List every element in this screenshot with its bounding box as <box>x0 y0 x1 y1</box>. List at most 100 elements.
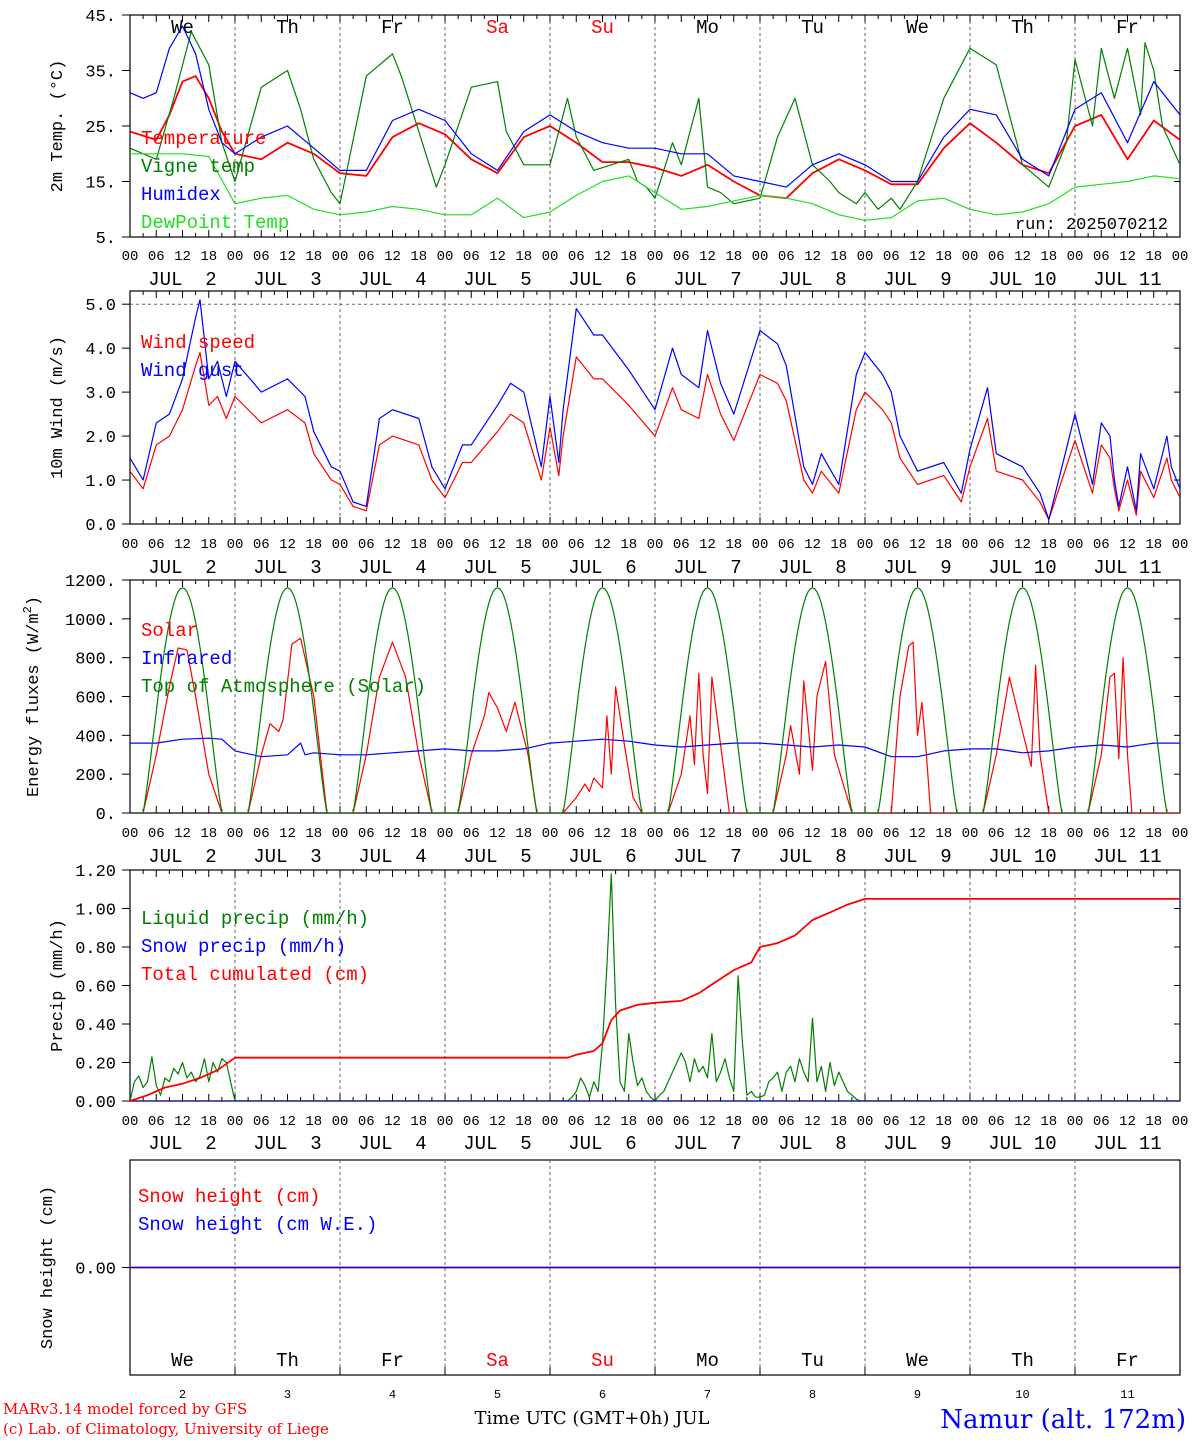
run-label: run: 2025070212 <box>1015 216 1168 235</box>
hour-tick-label: 18 <box>410 249 427 265</box>
weekday-label: Mo <box>696 1350 719 1372</box>
hour-tick-label: 12 <box>804 537 821 553</box>
hour-tick-label: 00 <box>542 826 559 842</box>
hour-tick-label: 00 <box>1067 826 1084 842</box>
hour-tick-label: 12 <box>699 1114 716 1130</box>
hour-tick-label: 06 <box>673 249 690 265</box>
y-tick-label: 1.00 <box>75 902 116 921</box>
day-number-label: 11 <box>1120 1388 1134 1402</box>
hour-tick-label: 12 <box>699 249 716 265</box>
y-tick-label: 0.80 <box>75 940 116 959</box>
series-line-wind-gust <box>130 299 1180 521</box>
date-label: JUL 11 <box>1093 846 1161 868</box>
hour-tick-label: 18 <box>620 826 637 842</box>
hour-tick-label: 00 <box>857 249 874 265</box>
legend-entry: Wind gust <box>141 360 244 382</box>
series-line-infrared <box>130 737 1180 758</box>
hour-tick-label: 00 <box>752 249 769 265</box>
hour-tick-label: 06 <box>148 249 165 265</box>
day-number-label: 2 <box>179 1388 186 1402</box>
legend-entry: Wind speed <box>141 332 255 354</box>
weekday-label: Mo <box>696 17 719 39</box>
y-tick-label: 0.0 <box>85 517 116 536</box>
hour-tick-label: 12 <box>1014 249 1031 265</box>
hour-tick-label: 00 <box>647 826 664 842</box>
weekday-label: We <box>906 17 929 39</box>
y-axis-label: Snow height (cm) <box>39 1186 58 1349</box>
date-label: JUL 7 <box>673 269 741 291</box>
hour-tick-label: 00 <box>752 826 769 842</box>
hour-tick-label: 06 <box>883 1114 900 1130</box>
hour-tick-label: 18 <box>200 537 217 553</box>
date-label: JUL 10 <box>988 557 1056 579</box>
date-label: JUL 10 <box>988 1133 1056 1155</box>
series-line-humidex <box>130 25 1180 188</box>
hour-tick-label: 06 <box>778 537 795 553</box>
hour-tick-label: 06 <box>1093 1114 1110 1130</box>
legend-entry: Total cumulated (cm) <box>141 964 369 986</box>
date-label: JUL 8 <box>778 846 846 868</box>
hour-tick-label: 12 <box>1014 826 1031 842</box>
hour-tick-label: 18 <box>620 1114 637 1130</box>
hour-tick-label: 06 <box>778 826 795 842</box>
hour-tick-label: 12 <box>594 1114 611 1130</box>
hour-tick-label: 18 <box>1145 826 1162 842</box>
legend-entry: Snow height (cm W.E.) <box>138 1214 377 1236</box>
hour-tick-label: 12 <box>594 537 611 553</box>
panel-wind: 5.0 4.0 3.0 2.0 1.0 0.0 10m Wind (m/s) 00 06 12 18… <box>49 290 1189 579</box>
y-tick-label: 35. <box>85 64 116 83</box>
day-number-label: 9 <box>914 1388 921 1402</box>
hour-tick-label: 06 <box>463 537 480 553</box>
legend-entry: Infrared <box>141 648 232 670</box>
hour-tick-label: 06 <box>988 826 1005 842</box>
panel-precip: 1.20 1.00 0.80 0.60 0.40 0.20 0.00 Precip (mm/h… <box>49 863 1188 1155</box>
hour-tick-label: 06 <box>1093 537 1110 553</box>
hour-tick-label: 00 <box>542 249 559 265</box>
hour-tick-label: 12 <box>909 249 926 265</box>
weekday-label: We <box>906 1350 929 1372</box>
credit-line-2: (c) Lab. of Climatology, University of L… <box>3 1420 329 1438</box>
y-tick-label: 0. <box>96 806 116 825</box>
date-label: JUL 8 <box>778 269 846 291</box>
hour-tick-label: 00 <box>647 1114 664 1130</box>
series-line-total-cumulated-cm <box>130 898 1180 1101</box>
legend-entry: Top of Atmosphere (Solar) <box>141 676 426 698</box>
hour-tick-label: 06 <box>568 1114 585 1130</box>
hour-tick-label: 06 <box>988 537 1005 553</box>
hour-tick-label: 12 <box>1119 826 1136 842</box>
day-number-label: 4 <box>389 1388 396 1402</box>
hour-tick-label: 18 <box>935 826 952 842</box>
date-label: JUL 6 <box>568 269 636 291</box>
hour-tick-label: 00 <box>962 1114 979 1130</box>
y-tick-label: 0.00 <box>75 1261 116 1280</box>
hour-tick-label: 06 <box>253 537 270 553</box>
hour-tick-label: 06 <box>1093 826 1110 842</box>
hour-tick-label: 06 <box>1093 249 1110 265</box>
y-tick-label: 1.20 <box>75 863 116 882</box>
hour-tick-label: 18 <box>1040 249 1057 265</box>
hour-tick-label: 00 <box>752 1114 769 1130</box>
hour-tick-label: 18 <box>410 826 427 842</box>
hour-tick-label: 00 <box>122 1114 139 1130</box>
y-tick-label: 200. <box>75 767 116 786</box>
hour-tick-label: 18 <box>305 249 322 265</box>
date-label: JUL 8 <box>778 557 846 579</box>
hour-tick-label: 00 <box>647 537 664 553</box>
hour-tick-label: 06 <box>988 1114 1005 1130</box>
hour-tick-label: 18 <box>1145 249 1162 265</box>
y-tick-label: 1000. <box>65 612 116 631</box>
hour-tick-label: 00 <box>857 826 874 842</box>
hour-tick-label: 00 <box>332 826 349 842</box>
date-label: JUL 5 <box>463 557 531 579</box>
hour-tick-label: 12 <box>174 826 191 842</box>
hour-tick-label: 00 <box>1172 537 1189 553</box>
hour-tick-label: 12 <box>1014 1114 1031 1130</box>
day-number-label: 6 <box>599 1388 606 1402</box>
hour-tick-label: 18 <box>305 1114 322 1130</box>
hour-tick-label: 00 <box>962 537 979 553</box>
hour-tick-label: 00 <box>1172 249 1189 265</box>
y-tick-label: 800. <box>75 651 116 670</box>
y-tick-label: 0.00 <box>75 1094 116 1113</box>
day-number-label: 7 <box>704 1388 711 1402</box>
hour-tick-label: 06 <box>358 826 375 842</box>
